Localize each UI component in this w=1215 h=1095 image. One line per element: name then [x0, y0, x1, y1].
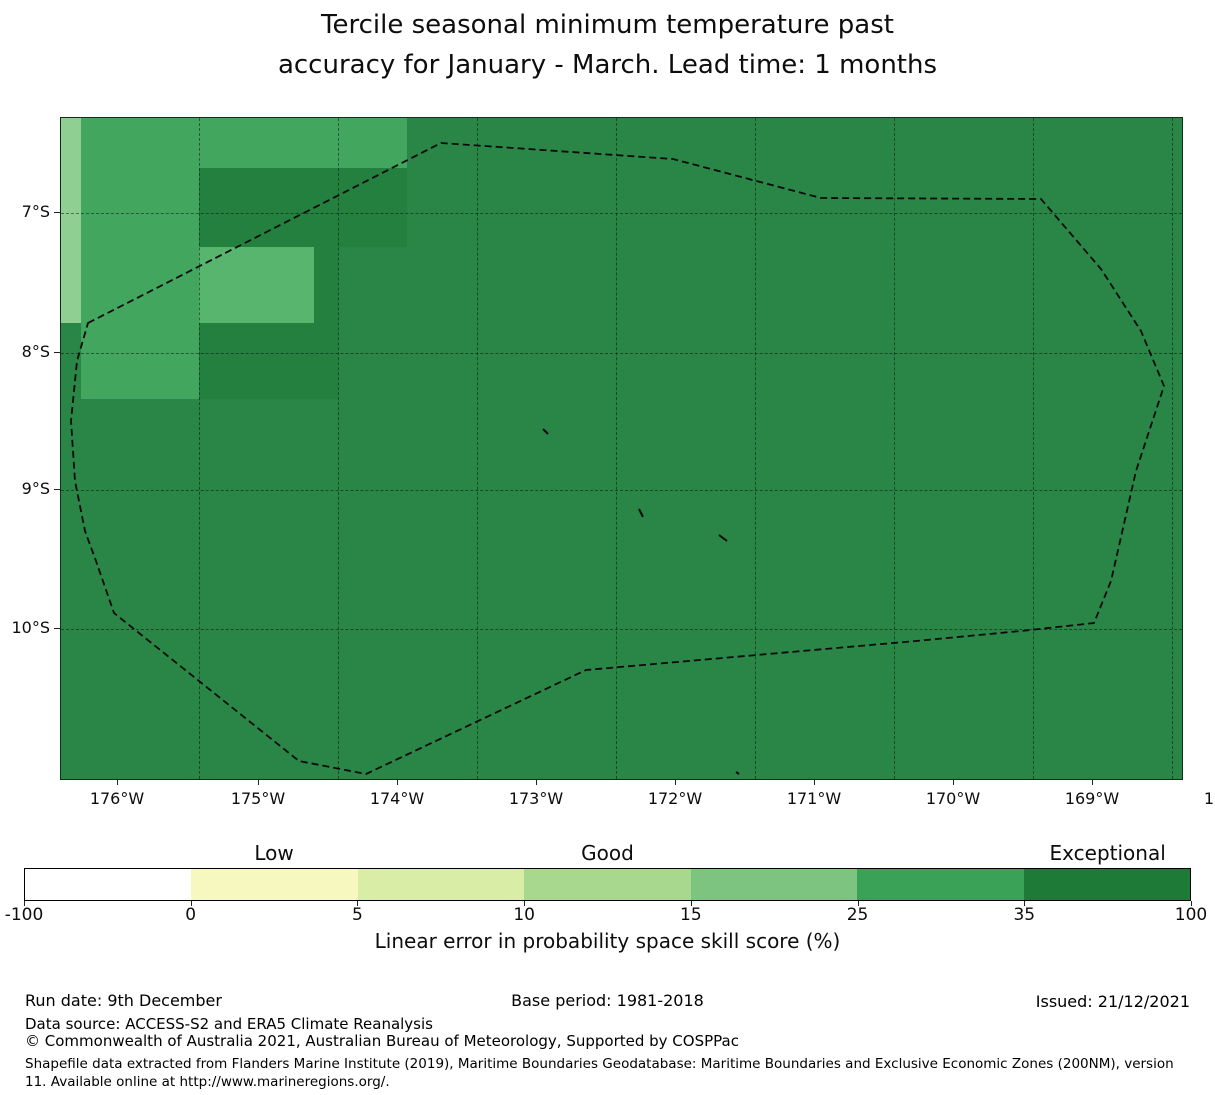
colorbar [24, 868, 1191, 901]
colorbar-tick-label: 5 [352, 905, 363, 925]
colorbar-segment-0 [25, 869, 192, 900]
cell-skill-25-35-bright [199, 247, 314, 323]
colorbar-tick-label: 100 [1174, 905, 1208, 925]
x-tick-label: 172°W [647, 789, 703, 808]
y-tick-label: 9°S [21, 479, 50, 498]
longitude-gridline [616, 118, 617, 779]
y-tick-mark [54, 628, 60, 629]
island-outline-mark [735, 771, 740, 775]
x-tick-label: 176°W [89, 789, 145, 808]
latitude-gridline [61, 213, 1182, 214]
colorbar-tick-mark [857, 901, 859, 906]
colorbar-tick-label: -100 [4, 905, 44, 925]
x-tick-label: 169°W [1064, 789, 1120, 808]
colorbar-tick-label: 0 [185, 905, 197, 925]
longitude-gridline [755, 118, 756, 779]
map-plot-area [60, 117, 1183, 780]
y-tick-mark [54, 212, 60, 213]
x-tick-mark [1092, 780, 1093, 785]
longitude-gridline [1172, 118, 1173, 779]
island-outline-mark [638, 508, 644, 518]
colorbar-category-label-good: Good [581, 841, 634, 865]
cell-skill-25-35-north-band [199, 118, 407, 168]
latitude-gridline [61, 490, 1182, 491]
colorbar-segment-3 [524, 869, 691, 900]
y-tick-label: 10°S [11, 618, 50, 637]
colorbar-axis-label: Linear error in probability space skill … [374, 929, 841, 953]
island-outline-mark [542, 428, 549, 435]
longitude-gridline [338, 118, 339, 779]
latitude-gridline [61, 353, 1182, 354]
colorbar-segment-5 [857, 869, 1024, 900]
issued-date-text: Issued: 21/12/2021 [1035, 992, 1190, 1011]
y-tick-mark [54, 352, 60, 353]
longitude-gridline [477, 118, 478, 779]
eez-boundary-path [70, 142, 1165, 775]
colorbar-tick-mark [357, 901, 359, 906]
x-tick-mark [675, 780, 676, 785]
base-period-text: Base period: 1981-2018 [511, 991, 704, 1010]
colorbar-tick-label: 15 [680, 905, 702, 925]
x-tick-label: 168°W [1203, 789, 1215, 808]
x-tick-label: 173°W [508, 789, 564, 808]
eez-boundary-overlay [70, 142, 1165, 775]
x-tick-label: 174°W [369, 789, 425, 808]
latitude-gridline [61, 629, 1182, 630]
colorbar-tick-mark [1024, 901, 1026, 906]
shapefile-attribution-text: Shapefile data extracted from Flanders M… [25, 1056, 1174, 1091]
colorbar-category-label-low: Low [254, 841, 294, 865]
colorbar-tick-label: 10 [513, 905, 535, 925]
y-tick-label: 7°S [21, 202, 50, 221]
data-source-text: Data source: ACCESS-S2 and ERA5 Climate … [25, 1015, 433, 1033]
colorbar-tick-label: 25 [846, 905, 869, 925]
cell-skill-15-25-west-strip [61, 118, 81, 323]
x-tick-label: 171°W [786, 789, 842, 808]
chart-title-line1: Tercile seasonal minimum temperature pas… [321, 10, 894, 40]
island-outline-mark [718, 534, 728, 542]
longitude-gridline [894, 118, 895, 779]
run-date-text: Run date: 9th December [25, 991, 222, 1010]
colorbar-segment-4 [690, 869, 858, 900]
colorbar-segment-6 [1023, 869, 1190, 900]
colorbar-tick-mark [1191, 901, 1192, 906]
x-tick-mark [536, 780, 537, 785]
colorbar-segment-2 [357, 869, 525, 900]
colorbar-tick-mark [524, 901, 526, 906]
cell-skill-25-35-west-block [81, 118, 199, 399]
colorbar-tick-mark [24, 901, 25, 906]
cell-skill-35-100-dark-b [314, 247, 338, 323]
longitude-gridline [199, 118, 200, 779]
copyright-text: © Commonwealth of Australia 2021, Austra… [25, 1032, 739, 1050]
x-tick-mark [397, 780, 398, 785]
longitude-gridline [1033, 118, 1034, 779]
colorbar-segment-1 [191, 869, 358, 900]
x-tick-label: 170°W [925, 789, 981, 808]
chart-title-line2: accuracy for January - March. Lead time:… [277, 50, 938, 80]
y-tick-label: 8°S [21, 342, 50, 361]
x-tick-label: 175°W [230, 789, 286, 808]
y-tick-mark [54, 489, 60, 490]
colorbar-category-label-exceptional: Exceptional [1049, 841, 1166, 865]
cell-skill-35-100-dark-a [199, 168, 407, 247]
colorbar-tick-mark [690, 901, 692, 906]
x-tick-mark [814, 780, 815, 785]
x-tick-mark [953, 780, 954, 785]
x-tick-mark [258, 780, 259, 785]
colorbar-tick-label: 35 [1013, 905, 1036, 925]
cell-skill-35-100-dark-c [199, 323, 338, 399]
x-tick-mark [117, 780, 118, 785]
colorbar-tick-mark [190, 901, 192, 906]
